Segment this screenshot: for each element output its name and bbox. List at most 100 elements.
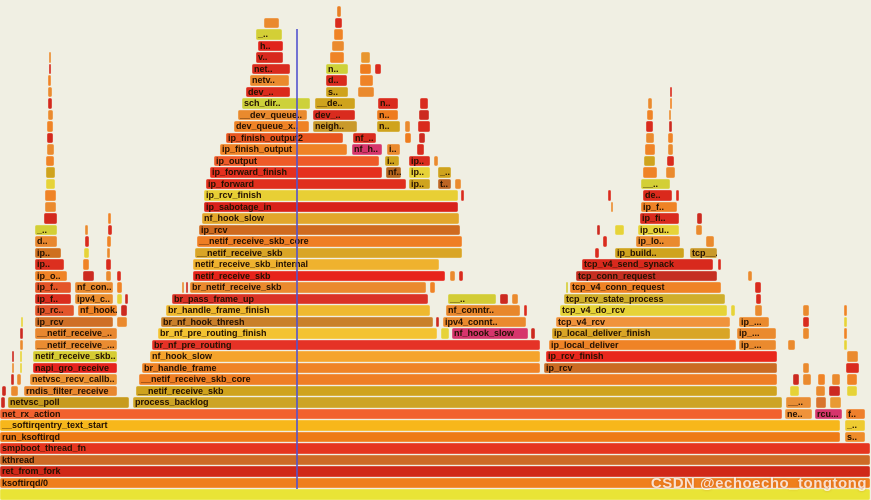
flame-frame-ip[interactable]: ip.. bbox=[409, 167, 431, 178]
flame-frame[interactable] bbox=[334, 29, 344, 40]
flame-frame[interactable] bbox=[85, 236, 90, 247]
flame-frame[interactable] bbox=[803, 374, 812, 385]
flame-frame[interactable] bbox=[696, 224, 703, 236]
flame-frame[interactable] bbox=[418, 121, 431, 132]
flame-frame-netv[interactable]: netv.. bbox=[250, 75, 290, 86]
flame-frame[interactable] bbox=[603, 236, 608, 247]
flame-frame[interactable] bbox=[106, 270, 112, 282]
flame-frame-nf-conntr[interactable]: nf_conntr.. bbox=[446, 305, 521, 316]
flame-frame[interactable] bbox=[847, 374, 858, 385]
flame-frame[interactable] bbox=[49, 63, 52, 75]
flame-frame-ksoftirqd-0[interactable]: ksoftirqd/0 bbox=[0, 477, 871, 489]
flame-frame[interactable] bbox=[330, 52, 345, 63]
flame-frame[interactable] bbox=[512, 293, 519, 305]
flame-frame[interactable] bbox=[417, 144, 425, 155]
flame-frame[interactable] bbox=[48, 75, 52, 86]
flame-frame-netvsc-poll[interactable]: netvsc_poll bbox=[8, 397, 130, 408]
flame-frame[interactable] bbox=[12, 351, 15, 362]
flame-frame[interactable] bbox=[117, 270, 122, 282]
flame-frame[interactable] bbox=[49, 52, 52, 63]
flame-frame[interactable] bbox=[676, 190, 680, 201]
flame-frame[interactable] bbox=[107, 247, 111, 259]
flame-frame-dev-queue[interactable]: __dev_queue.. bbox=[238, 109, 308, 121]
flame-frame[interactable] bbox=[816, 385, 826, 397]
flame-frame-ip-forward-finish[interactable]: ip_forward_finish bbox=[210, 167, 383, 178]
flame-frame-netif-receive[interactable]: __netif_receive_... bbox=[35, 339, 118, 351]
flame-frame-tcp-rcv-state-process[interactable]: tcp_rcv_state_process bbox=[564, 293, 726, 305]
flame-frame-netif-receive-skb-core[interactable]: __netif_receive_skb_core bbox=[139, 374, 778, 385]
flame-frame-ip-forward[interactable]: ip_forward bbox=[206, 178, 407, 190]
flame-frame[interactable] bbox=[832, 374, 841, 385]
flame-frame-tcp-v4-conn-request[interactable]: tcp_v4_conn_request bbox=[570, 282, 722, 293]
flame-frame-ip-rc[interactable]: ip_rc.. bbox=[35, 305, 75, 316]
flame-frame[interactable] bbox=[121, 305, 128, 316]
flame-frame[interactable] bbox=[644, 155, 656, 167]
flame-frame[interactable] bbox=[615, 224, 625, 236]
flame-frame[interactable] bbox=[107, 236, 112, 247]
flame-frame[interactable] bbox=[844, 328, 848, 339]
flame-frame-ip-finish-output2[interactable]: ip_finish_output2 bbox=[226, 132, 344, 144]
flame-frame[interactable] bbox=[375, 63, 382, 75]
flame-frame[interactable] bbox=[46, 178, 56, 190]
flame-frame-smpboot-thread-fn[interactable]: smpboot_thread_fn bbox=[0, 443, 871, 454]
flame-frame-netif-receive-skb-internal[interactable]: netif_receive_skb_internal bbox=[193, 259, 440, 270]
flame-frame-br-nf-pre-routing[interactable]: br_nf_pre_routing bbox=[152, 339, 541, 351]
flame-frame[interactable] bbox=[436, 316, 440, 328]
flame-frame[interactable] bbox=[2, 385, 7, 397]
flame-frame-ipv4-connt[interactable]: ipv4_connt.. bbox=[443, 316, 527, 328]
flame-frame-f[interactable]: f.. bbox=[846, 408, 866, 420]
flame-frame-ip-finish-output[interactable]: ip_finish_output bbox=[220, 144, 348, 155]
flame-frame[interactable] bbox=[44, 213, 58, 224]
flame-frame[interactable] bbox=[844, 305, 848, 316]
flame-frame-ip[interactable]: ip.. bbox=[409, 178, 431, 190]
flame-frame-ne[interactable]: ne.. bbox=[785, 408, 813, 420]
flame-frame-netif-receive-skb[interactable]: netif_receive_skb bbox=[193, 270, 446, 282]
flame-frame-br-handle-frame-finish[interactable]: br_handle_frame_finish bbox=[166, 305, 431, 316]
flame-frame-i[interactable]: i.. bbox=[385, 155, 400, 167]
flame-frame-h[interactable]: h.. bbox=[258, 40, 284, 52]
flame-frame[interactable] bbox=[84, 247, 90, 259]
flame-frame-neigh[interactable]: neigh.. bbox=[313, 121, 358, 132]
flame-frame[interactable] bbox=[48, 86, 53, 98]
flame-frame[interactable] bbox=[818, 374, 826, 385]
flame-frame[interactable] bbox=[12, 362, 15, 374]
flame-frame[interactable] bbox=[645, 144, 656, 155]
flame-frame-rcu[interactable]: rcu... bbox=[815, 408, 843, 420]
flame-frame-tcp-conn-request[interactable]: tcp_conn_request bbox=[576, 270, 718, 282]
flame-frame-netif-receive-skb[interactable]: __netif_receive_skb bbox=[136, 385, 778, 397]
flame-frame-ip[interactable]: ip_... bbox=[739, 339, 777, 351]
flame-frame-process-backlog[interactable]: process_backlog bbox=[133, 397, 783, 408]
flame-frame-ip-sabotage-in[interactable]: ip_sabotage_in bbox=[204, 201, 459, 213]
flame-frame-ip-rcv-finish[interactable]: ip_rcv_finish bbox=[204, 190, 459, 201]
flame-frame[interactable] bbox=[803, 362, 810, 374]
flame-frame-napi-gro-receive[interactable]: napi_gro_receive bbox=[33, 362, 118, 374]
flame-frame-v[interactable]: v.. bbox=[256, 52, 284, 63]
flame-frame[interactable] bbox=[669, 109, 672, 121]
flame-frame[interactable] bbox=[748, 270, 753, 282]
flame-frame[interactable] bbox=[668, 144, 674, 155]
flame-frame-nf[interactable]: nf.. bbox=[386, 167, 402, 178]
flame-frame[interactable] bbox=[83, 270, 95, 282]
flame-frame[interactable] bbox=[643, 167, 658, 178]
flame-frame-ret-from-fork[interactable]: ret_from_fork bbox=[0, 466, 871, 477]
flame-frame-d[interactable]: d.. bbox=[326, 75, 348, 86]
flame-frame[interactable] bbox=[646, 132, 655, 144]
flame-frame[interactable] bbox=[450, 270, 456, 282]
flame-frame[interactable] bbox=[264, 17, 280, 29]
flame-frame[interactable] bbox=[11, 385, 19, 397]
flame-frame[interactable] bbox=[117, 282, 123, 293]
flame-frame-[interactable]: _.. bbox=[35, 224, 58, 236]
flame-frame[interactable] bbox=[186, 282, 189, 293]
flame-frame[interactable] bbox=[430, 282, 436, 293]
flame-frame[interactable] bbox=[524, 305, 528, 316]
flame-frame[interactable] bbox=[595, 247, 600, 259]
flame-frame-netif-receive-skb[interactable]: netif_receive_skb.. bbox=[33, 351, 118, 362]
flame-frame[interactable] bbox=[434, 155, 439, 167]
flame-frame[interactable] bbox=[666, 167, 676, 178]
flame-frame-ip-rcv[interactable]: ip_rcv bbox=[544, 362, 778, 374]
flame-frame[interactable] bbox=[756, 293, 762, 305]
flame-frame[interactable] bbox=[597, 224, 601, 236]
flame-frame-br-handle-frame[interactable]: br_handle_frame bbox=[142, 362, 541, 374]
flame-frame[interactable] bbox=[182, 282, 185, 293]
flame-frame[interactable] bbox=[11, 374, 15, 385]
